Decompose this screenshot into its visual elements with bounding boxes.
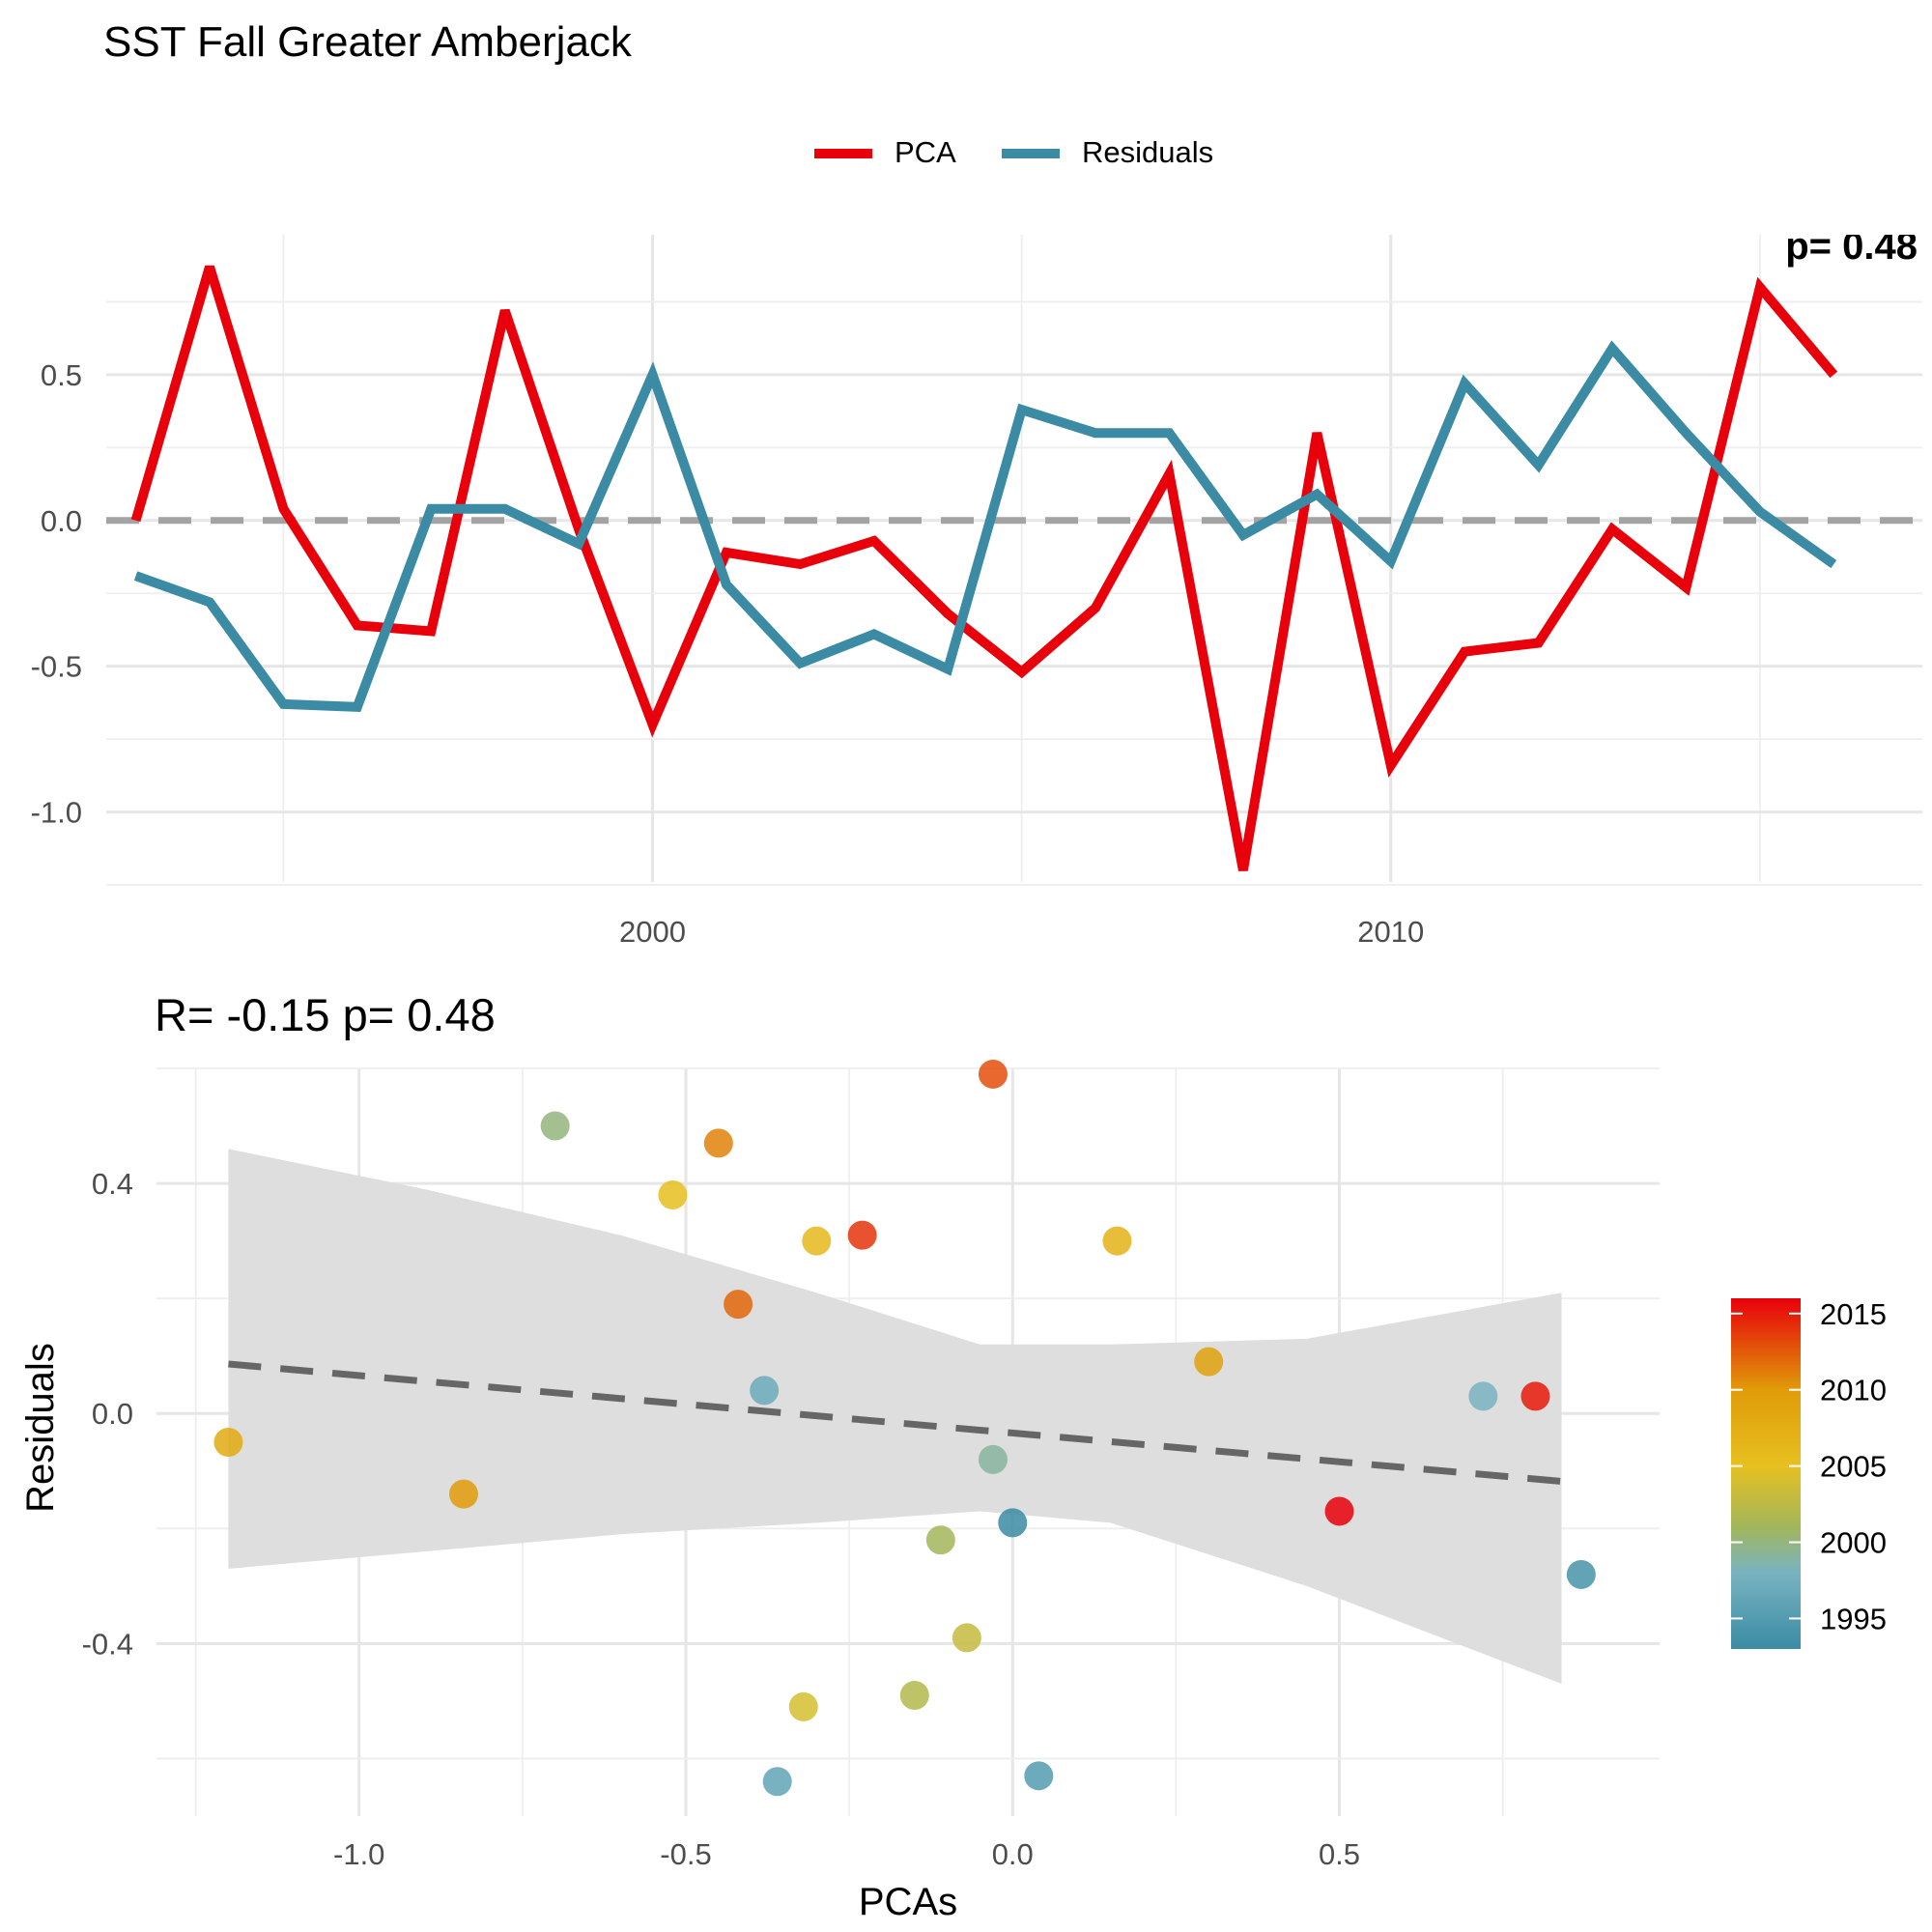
scatter-points bbox=[213, 1059, 1596, 1797]
colorbar-tick-label: 2010 bbox=[1820, 1374, 1887, 1407]
figure-title: SST Fall Greater Amberjack bbox=[103, 18, 633, 66]
scatter-point bbox=[1566, 1559, 1596, 1589]
legend-label-pca: PCA bbox=[895, 135, 956, 169]
scatter-point bbox=[703, 1128, 733, 1158]
time-series-xtick-label: 2010 bbox=[1357, 915, 1424, 949]
scatter-xtick-label: -0.5 bbox=[660, 1837, 711, 1871]
y-axis-label: Residuals bbox=[19, 1343, 62, 1513]
scatter-xtick-label: 0.0 bbox=[992, 1837, 1034, 1871]
time-series-ytick-label: -1.0 bbox=[31, 796, 82, 830]
scatter-panel: R= -0.15 p= 0.48 -0.4 0.0 0.4 -1.0 -0.5 0.0 0.… bbox=[19, 989, 1887, 1923]
scatter-point bbox=[750, 1376, 780, 1406]
scatter-point bbox=[1102, 1226, 1132, 1256]
scatter-point bbox=[1520, 1381, 1550, 1411]
colorbar-tick-label: 2005 bbox=[1820, 1450, 1887, 1484]
legend: PCA Residuals bbox=[814, 135, 1213, 169]
scatter-point bbox=[1194, 1347, 1224, 1377]
colorbar-tick-label: 2000 bbox=[1820, 1526, 1887, 1560]
scatter-point bbox=[658, 1179, 688, 1209]
scatter-point bbox=[952, 1623, 981, 1653]
series-line-pca bbox=[130, 265, 1838, 871]
scatter-point bbox=[1468, 1381, 1498, 1411]
scatter-ytick-label: 0.0 bbox=[92, 1397, 133, 1431]
time-series-ytick-label: 0.5 bbox=[41, 358, 82, 392]
scatter-ytick-label: -0.4 bbox=[82, 1627, 133, 1661]
scatter-title: R= -0.15 p= 0.48 bbox=[155, 989, 496, 1040]
scatter-xtick-label: -1.0 bbox=[333, 1837, 384, 1871]
scatter-point bbox=[213, 1428, 243, 1457]
regression-line bbox=[228, 1360, 1562, 1485]
colorbar-tick-label: 1995 bbox=[1820, 1602, 1887, 1635]
x-axis-label: PCAs bbox=[859, 1881, 957, 1923]
colorbar-gradient bbox=[1731, 1298, 1801, 1649]
corner-annotation: p= 0.48 bbox=[1785, 225, 1918, 268]
colorbar-tick-label: 2015 bbox=[1820, 1297, 1887, 1331]
scatter-point bbox=[925, 1525, 955, 1555]
scatter-point bbox=[978, 1444, 1008, 1474]
scatter-point bbox=[1324, 1496, 1354, 1526]
scatter-point bbox=[540, 1111, 570, 1141]
confidence-band bbox=[228, 1149, 1562, 1685]
scatter-point bbox=[978, 1059, 1008, 1089]
scatter-point bbox=[762, 1767, 792, 1797]
scatter-point bbox=[788, 1691, 818, 1721]
year-colorbar: 1995 2000 2005 2010 2015 bbox=[1731, 1297, 1887, 1649]
confidence-band-area bbox=[228, 1149, 1562, 1685]
time-series-lines bbox=[130, 265, 1838, 871]
scatter-ticks: -0.4 0.0 0.4 -1.0 -0.5 0.0 0.5 bbox=[82, 1167, 1360, 1871]
scatter-point bbox=[724, 1290, 753, 1320]
scatter-ytick-label: 0.4 bbox=[92, 1167, 133, 1201]
time-series-ticks: -1.0 -0.5 0.0 0.5 2000 2010 bbox=[31, 358, 1425, 949]
regression-dashed-line bbox=[228, 1360, 1562, 1485]
series-line-residuals bbox=[133, 340, 1837, 713]
scatter-xtick-label: 0.5 bbox=[1319, 1837, 1360, 1871]
scatter-point bbox=[998, 1508, 1028, 1538]
time-series-xtick-label: 2000 bbox=[619, 915, 686, 949]
scatter-point bbox=[802, 1226, 832, 1256]
time-series-ytick-label: 0.0 bbox=[41, 504, 82, 538]
scatter-point bbox=[1024, 1761, 1054, 1791]
time-series-ytick-label: -0.5 bbox=[31, 650, 82, 684]
scatter-point bbox=[448, 1479, 478, 1509]
scatter-point bbox=[899, 1680, 929, 1710]
time-series-panel: -1.0 -0.5 0.0 0.5 2000 2010 p= 0.48 bbox=[31, 225, 1922, 949]
scatter-point bbox=[847, 1220, 877, 1250]
legend-label-residuals: Residuals bbox=[1082, 135, 1213, 169]
